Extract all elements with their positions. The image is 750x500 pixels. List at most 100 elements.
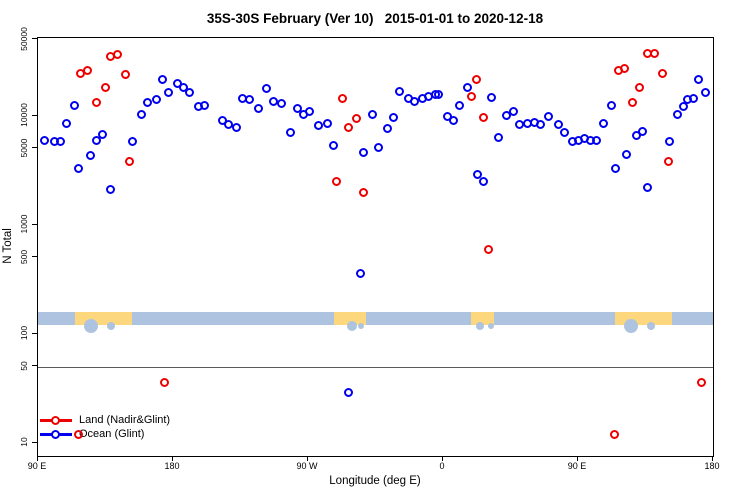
data-point-land bbox=[467, 91, 476, 101]
data-point-ocean bbox=[536, 119, 545, 129]
y-tick-mark bbox=[32, 147, 37, 149]
data-point-land bbox=[635, 83, 644, 93]
chart-title: 35S-30S February (Ver 10) 2015-01-01 to … bbox=[206, 11, 544, 26]
x-tick-label: 90 E bbox=[27, 461, 47, 471]
land-patch-australia bbox=[614, 311, 672, 333]
x-tick-mark bbox=[441, 456, 443, 461]
data-point-ocean bbox=[434, 89, 443, 99]
data-point-land bbox=[120, 70, 130, 80]
data-point-ocean bbox=[128, 137, 137, 147]
data-point-land bbox=[101, 83, 110, 93]
y-tick-label: 10000 bbox=[19, 103, 29, 127]
data-point-ocean bbox=[693, 75, 703, 85]
data-point-land bbox=[650, 48, 659, 58]
data-point-ocean bbox=[689, 93, 698, 103]
x-tick-label: 180 bbox=[704, 461, 720, 471]
data-point-ocean bbox=[599, 118, 608, 128]
data-point-land bbox=[483, 244, 493, 254]
data-point-ocean bbox=[74, 163, 83, 173]
data-point-ocean bbox=[642, 183, 652, 193]
data-point-ocean bbox=[672, 109, 682, 119]
y-tick-mark bbox=[32, 365, 37, 367]
legend-label-ocean: Ocean (Glint) bbox=[79, 428, 145, 440]
coastline-bite bbox=[487, 322, 494, 329]
data-point-land bbox=[113, 50, 122, 60]
y-tick-mark bbox=[32, 256, 37, 258]
data-point-ocean bbox=[185, 87, 194, 97]
x-tick-mark bbox=[711, 456, 713, 461]
data-point-ocean bbox=[368, 109, 377, 119]
data-point-ocean bbox=[254, 104, 263, 114]
land-ocean-map-strip bbox=[38, 311, 713, 333]
data-point-ocean bbox=[200, 100, 209, 110]
y-tick-mark bbox=[32, 441, 37, 443]
data-point-land bbox=[663, 157, 673, 167]
data-point-land bbox=[696, 377, 706, 387]
y-tick-label: 100 bbox=[19, 325, 29, 341]
data-point-ocean bbox=[389, 113, 398, 123]
land-patch-africa bbox=[470, 311, 494, 330]
data-point-ocean bbox=[285, 127, 295, 137]
land-legend-symbol bbox=[40, 413, 72, 427]
y-tick-label: 10 bbox=[19, 437, 29, 447]
legend-item-land: Land (Nadir&Glint) bbox=[40, 413, 170, 427]
data-point-ocean bbox=[69, 100, 79, 110]
coastline-bite bbox=[357, 322, 364, 329]
data-point-land bbox=[125, 157, 134, 167]
data-point-ocean bbox=[606, 100, 616, 110]
data-point-ocean bbox=[501, 110, 511, 120]
data-point-land bbox=[359, 187, 368, 197]
y-tick-mark bbox=[32, 38, 37, 40]
data-point-ocean bbox=[152, 94, 161, 104]
coastline-bite bbox=[83, 318, 98, 333]
data-point-land bbox=[74, 429, 83, 439]
data-point-land bbox=[344, 122, 353, 132]
data-point-ocean bbox=[356, 268, 365, 278]
data-point-ocean bbox=[164, 87, 173, 97]
data-point-ocean bbox=[455, 100, 464, 110]
data-point-ocean bbox=[383, 124, 392, 134]
data-point-land bbox=[620, 63, 629, 73]
data-point-ocean bbox=[543, 112, 553, 122]
y-tick-label: 50000 bbox=[19, 26, 29, 51]
x-tick-mark bbox=[576, 456, 578, 461]
coastline-bite bbox=[346, 320, 357, 331]
data-point-ocean bbox=[323, 118, 332, 128]
data-point-ocean bbox=[329, 140, 338, 150]
land-patch-australia bbox=[74, 311, 132, 333]
legend: Land (Nadir&Glint) Ocean (Glint) bbox=[40, 413, 170, 441]
land-patch-southamerica bbox=[334, 311, 366, 331]
data-point-ocean bbox=[86, 151, 95, 161]
data-point-ocean bbox=[98, 129, 107, 139]
data-point-land bbox=[159, 377, 169, 387]
data-point-ocean bbox=[611, 163, 620, 173]
y-tick-mark bbox=[32, 332, 37, 334]
ocean-legend-symbol bbox=[40, 427, 72, 441]
legend-circle-red-icon bbox=[51, 415, 60, 425]
data-point-ocean bbox=[293, 104, 302, 114]
data-point-land bbox=[479, 113, 488, 123]
y-tick-mark bbox=[32, 223, 37, 225]
data-point-ocean bbox=[276, 99, 286, 109]
data-point-ocean bbox=[158, 75, 167, 85]
data-point-land bbox=[92, 97, 101, 107]
data-point-ocean bbox=[374, 143, 383, 153]
x-tick-label: 90 W bbox=[296, 461, 318, 471]
data-point-land bbox=[657, 69, 667, 79]
data-point-ocean bbox=[62, 118, 71, 128]
data-point-ocean bbox=[56, 137, 65, 147]
x-tick-mark bbox=[171, 456, 173, 461]
data-point-ocean bbox=[701, 87, 710, 97]
data-point-land bbox=[338, 93, 347, 103]
coastline-bite bbox=[647, 321, 656, 330]
data-point-land bbox=[83, 65, 92, 75]
data-point-ocean bbox=[554, 119, 563, 129]
data-point-ocean bbox=[678, 102, 688, 112]
data-point-ocean bbox=[344, 388, 353, 398]
coastline-bite bbox=[107, 321, 116, 330]
data-point-ocean bbox=[591, 136, 601, 146]
data-point-land bbox=[471, 74, 481, 84]
data-point-ocean bbox=[105, 185, 115, 195]
data-point-ocean bbox=[479, 177, 488, 187]
